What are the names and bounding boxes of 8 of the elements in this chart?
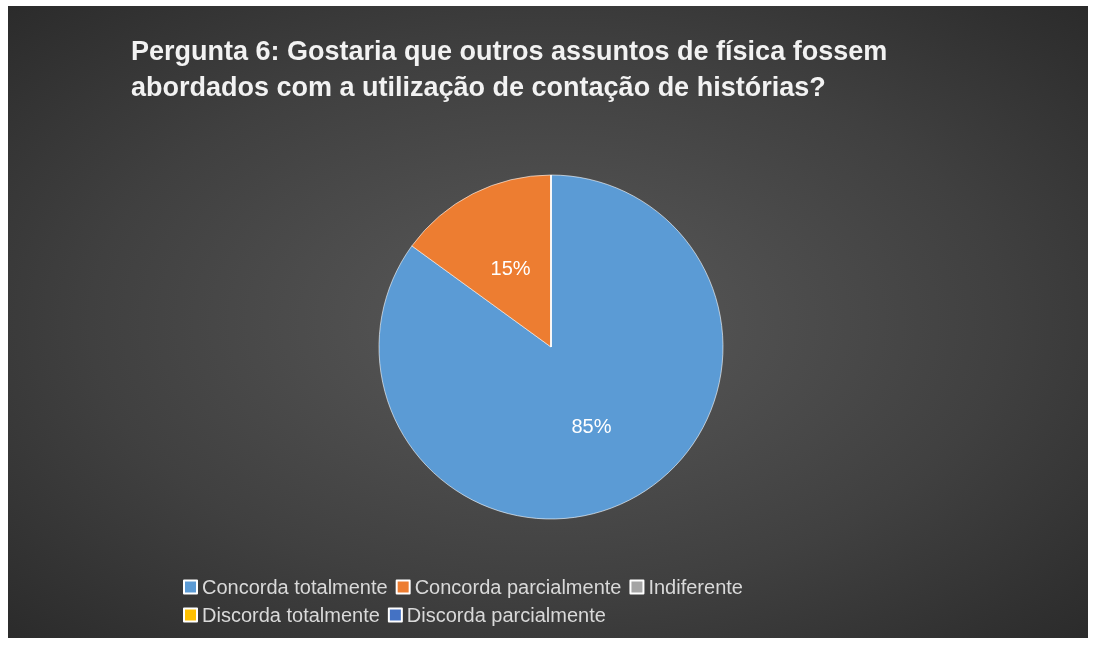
- chart-title: Pergunta 6: Gostaria que outros assuntos de física fossem abordados com a utilização de contação de histórias?: [131, 36, 895, 102]
- legend-label: Concorda totalmente: [202, 576, 388, 598]
- legend-label: Discorda totalmente: [202, 604, 380, 626]
- data-label: 85%: [571, 415, 612, 438]
- legend-label: Indiferente: [648, 576, 743, 598]
- data-label: 15%: [490, 256, 531, 279]
- legend-label: Concorda parcialmente: [414, 576, 622, 598]
- legend-label: Discorda parcialmente: [406, 604, 606, 626]
